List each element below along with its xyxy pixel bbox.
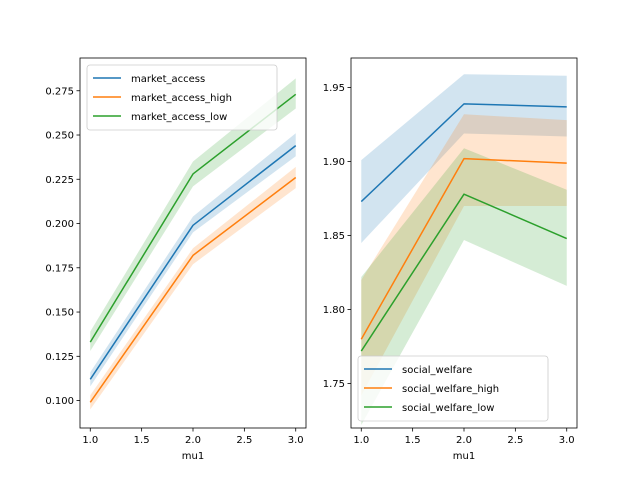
x-tick-label: 2.5	[236, 435, 252, 446]
y-tick-label: 0.125	[45, 352, 74, 363]
x-tick-label: 3.0	[288, 435, 304, 446]
chart-panel-2: 1.0 1.5 2.0 2.5 3.0 1.75 1.80 1.85 1.90 1.95 mu1 so…	[323, 57, 578, 462]
legend-label: social_welfare_high	[402, 384, 499, 395]
y-tick-label: 0.150	[45, 308, 74, 319]
y-tick-label: 1.90	[323, 157, 345, 168]
x-tick-label: 1.5	[405, 435, 421, 446]
legend-label: market_access	[131, 74, 205, 85]
series-line-social_welfare_high	[360, 157, 567, 340]
x-tick-label: 2.0	[456, 435, 472, 446]
chart-panel-1: 1.0 1.5 2.0 2.5 3.0 0.100 0.125 0.150 0.175 0.200…	[45, 57, 307, 462]
x-tick-label: 1.5	[134, 435, 150, 446]
legend-label: social_welfare_low	[402, 403, 494, 414]
plot-area	[360, 74, 568, 426]
legend-label: market_access_low	[131, 112, 227, 123]
y-tick-label: 1.80	[323, 305, 345, 316]
series-line-market_access_high	[89, 176, 297, 403]
confidence-band-market_access_low	[90, 78, 296, 351]
confidence-band-market_access_high	[90, 166, 296, 410]
x-tick-label: 1.0	[82, 435, 98, 446]
y-tick-label: 0.200	[45, 219, 74, 230]
x-axis-label: mu1	[182, 451, 204, 462]
series-line-social_welfare_low	[360, 193, 568, 352]
x-tick-label: 2.0	[185, 435, 201, 446]
legend-label: social_welfare	[402, 365, 472, 376]
series-line-social_welfare	[360, 103, 567, 203]
legend: market_access market_access_high market_ac…	[86, 64, 278, 131]
x-axis-label: mu1	[453, 451, 475, 462]
y-tick-label: 1.85	[323, 231, 345, 242]
x-tick-label: 2.5	[507, 435, 523, 446]
y-tick-label: 0.100	[45, 396, 74, 407]
y-tick-label: 0.250	[45, 131, 74, 142]
confidence-band-market_access	[90, 133, 296, 387]
legend-box	[357, 355, 549, 422]
x-tick-label: 3.0	[559, 435, 575, 446]
y-tick-label: 1.75	[323, 379, 345, 390]
legend: social_welfare social_welfare_high social_…	[357, 355, 549, 422]
y-tick-label: 0.225	[45, 175, 74, 186]
series-line-market_access	[89, 145, 297, 380]
legend-box	[86, 64, 278, 131]
y-tick-label: 1.95	[323, 83, 345, 94]
y-tick-label: 0.175	[45, 263, 74, 274]
x-tick-label: 1.0	[353, 435, 369, 446]
confidence-band-social_welfare_low	[361, 148, 567, 426]
y-tick-label: 0.275	[45, 86, 74, 97]
confidence-band-social_welfare	[361, 74, 567, 243]
legend-label: market_access_high	[131, 93, 232, 104]
confidence-band-social_welfare_high	[361, 114, 567, 396]
